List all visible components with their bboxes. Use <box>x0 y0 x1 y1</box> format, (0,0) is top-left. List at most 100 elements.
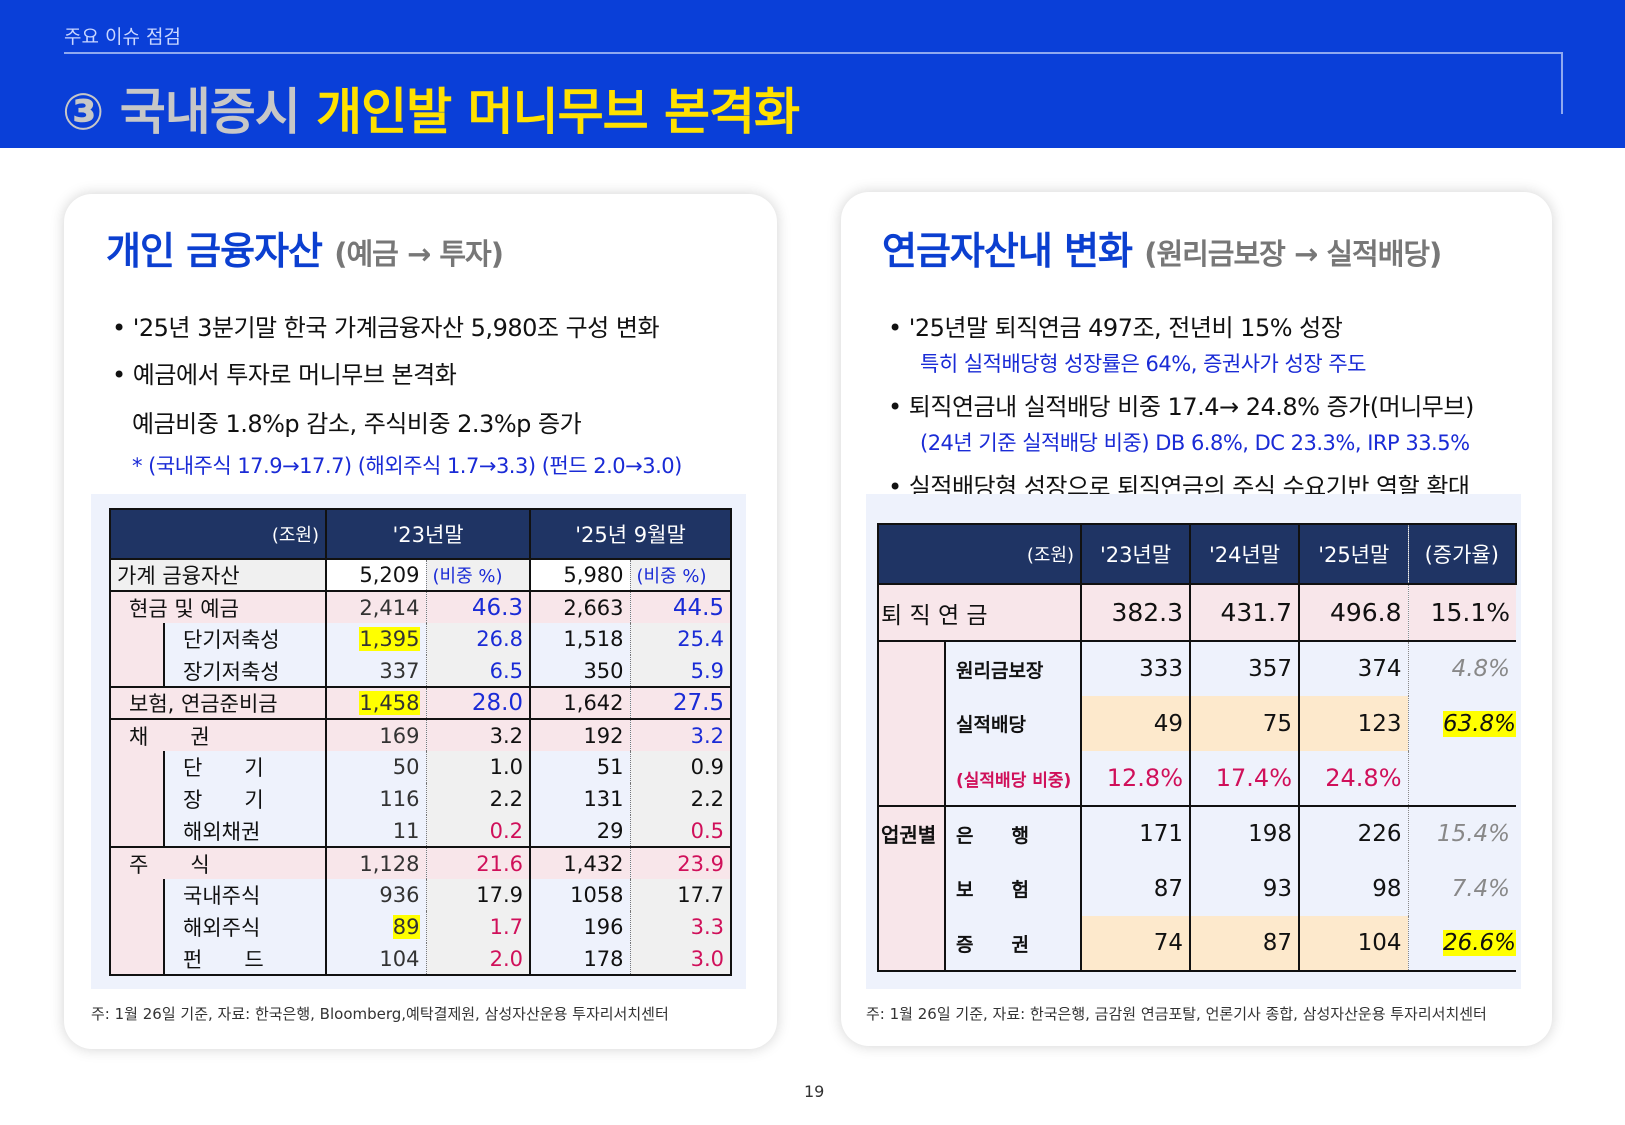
bullet-note: * (국내주식 17.9→17.7) (해외주식 1.7→3.3) (펀드 2.… <box>132 454 682 478</box>
table-cell: 24.8% <box>1299 751 1409 806</box>
table-row: 증 권 74 87 104 26.6% <box>878 916 1517 971</box>
table-row: 주 식 1,128 21.6 1,432 23.9 <box>108 847 733 879</box>
table-cell: 0.5 <box>629 815 733 847</box>
table-cell: 123 <box>1299 696 1409 751</box>
row-label: 은 행 <box>945 806 1083 861</box>
table-row: 현금 및 예금 2,414 46.3 2,663 44.5 <box>108 591 733 623</box>
card-heading: 개인 금융자산 (예금 → 투자) <box>106 229 504 273</box>
table-cell: 171 <box>1081 806 1192 861</box>
pension-table: (조원) '23년말 '24년말 '25년말 (증가율) 퇴 직 연 금 382.… <box>876 523 1517 972</box>
indent-cell <box>109 655 165 687</box>
table-cell: 357 <box>1190 641 1301 696</box>
table-row: 단기저축성 1,395 26.8 1,518 25.4 <box>109 623 733 655</box>
table-row: 채 권 169 3.2 192 3.2 <box>108 719 733 751</box>
table-row: 실적배당 49 75 123 63.8% <box>878 696 1517 751</box>
table-cell: 226 <box>1299 806 1409 861</box>
table-cell: 87 <box>1190 916 1301 971</box>
table-cell: 93 <box>1190 861 1301 916</box>
table-cell: 196 <box>529 911 631 943</box>
row-label: 현금 및 예금 <box>108 591 328 623</box>
table-cell: 104 <box>379 946 420 971</box>
row-label: 보험, 연금준비금 <box>108 687 328 719</box>
table-cell: 44.5 <box>629 591 733 623</box>
col-header: '25년 9월말 <box>530 509 732 559</box>
row-label: 펀 드 <box>164 943 328 975</box>
table-cell: 178 <box>529 943 631 975</box>
bullet: • '25년 3분기말 한국 가계금융자산 5,980조 구성 변화 <box>112 314 660 342</box>
table-cell: 131 <box>529 783 631 815</box>
table-cell: 21.6 <box>425 847 531 879</box>
table-cell: 333 <box>1081 641 1192 696</box>
table-cell: 15.1% <box>1430 598 1511 627</box>
indent-cell <box>877 641 946 806</box>
table-row: 장 기 116 2.2 131 2.2 <box>109 783 733 815</box>
table-cell: 5,209 <box>326 559 427 591</box>
table-cell: 25.4 <box>629 623 733 655</box>
unit-label: (조원) <box>878 524 1083 584</box>
indent-cell <box>109 751 165 783</box>
table-cell: 116 <box>379 787 420 811</box>
table-row: 가계 금융자산 5,209 (비중 %) 5,980 (비중 %) <box>108 559 732 591</box>
table-cell: 2.2 <box>425 783 531 815</box>
row-label: 가계 금융자산 <box>108 559 328 591</box>
row-label: 증 권 <box>945 916 1083 971</box>
divider <box>1561 52 1563 114</box>
indent-cell <box>109 911 165 943</box>
table-cell: 46.3 <box>425 591 531 623</box>
table-cell: 17.7 <box>629 879 733 911</box>
header-band <box>0 0 1625 148</box>
table-cell: 15.4% <box>1436 821 1511 847</box>
table-cell: 2.2 <box>629 783 733 815</box>
table-row: 해외주식 89 1.7 196 3.3 <box>109 911 733 943</box>
footnote: 주: 1월 26일 기준, 자료: 한국은행, 금감원 연금포탈, 언론기사 종… <box>866 1005 1487 1023</box>
table-cell: 337 <box>379 658 420 683</box>
group-label: 업권별 <box>877 806 946 971</box>
table-cell: 431.7 <box>1190 584 1301 641</box>
row-label: 국내주식 <box>164 879 328 911</box>
row-label: 원리금보장 <box>945 641 1083 696</box>
row-label: 단기저축성 <box>164 623 328 655</box>
bullet: 예금비중 1.8%p 감소, 주식비중 2.3%p 증가 <box>132 410 582 438</box>
table-row: 장기저축성 337 6.5 350 5.9 <box>109 655 733 687</box>
table-row: (실적배당 비중) 12.8% 17.4% 24.8% <box>878 751 1516 806</box>
row-label: (실적배당 비중) <box>945 751 1083 806</box>
col-header: (증가율) <box>1408 524 1517 584</box>
table-row: 보험, 연금준비금 1,458 28.0 1,642 27.5 <box>108 687 733 719</box>
table-cell: 382.3 <box>1081 584 1192 641</box>
table-cell: 6.5 <box>425 655 531 687</box>
col-header: '24년말 <box>1190 524 1301 584</box>
footnote: 주: 1월 26일 기준, 자료: 한국은행, Bloomberg,예탁결제원,… <box>91 1005 669 1023</box>
table-cell: 29 <box>529 815 631 847</box>
table-cell: 2,663 <box>529 591 631 623</box>
table-cell: 2.0 <box>425 943 531 975</box>
table-cell: 51 <box>529 751 631 783</box>
bullet: • '25년말 퇴직연금 497조, 전년비 15% 성장 <box>888 314 1343 342</box>
col-header: '25년말 <box>1299 524 1409 584</box>
table-cell: 198 <box>1190 806 1301 861</box>
col-header: '23년말 <box>1081 524 1192 584</box>
table-cell: 936 <box>379 883 420 907</box>
card-heading: 연금자산내 변화 (원리금보장 → 실적배당) <box>882 229 1442 273</box>
table-cell: 5.9 <box>629 655 733 687</box>
indent-cell <box>109 623 165 655</box>
row-label: 주 식 <box>108 847 328 879</box>
bullet: • 예금에서 투자로 머니무브 본격화 <box>112 361 457 389</box>
table-cell: 28.0 <box>425 687 531 719</box>
table-cell: 4.8% <box>1451 656 1511 682</box>
table-cell: 17.9 <box>425 879 531 911</box>
table-cell: 12.8% <box>1081 751 1192 806</box>
row-label: 해외주식 <box>164 911 328 943</box>
table-cell: 26.6% <box>1442 930 1517 956</box>
row-label: 해외채권 <box>164 815 328 847</box>
household-assets-table: (조원) '23년말 '25년 9월말 가계 금융자산 5,209 (비중 %) … <box>108 508 733 976</box>
row-label: 채 권 <box>108 719 328 751</box>
divider <box>64 52 1562 54</box>
table-cell: 5,980 <box>529 559 631 591</box>
bullet-note: (24년 기준 실적배당 비중) DB 6.8%, DC 23.3%, IRP … <box>920 431 1470 455</box>
col-header: '23년말 <box>326 509 532 559</box>
table-cell: 49 <box>1081 696 1192 751</box>
page-number: 19 <box>804 1082 825 1101</box>
table-cell: 89 <box>392 915 420 939</box>
table-cell: 11 <box>392 818 420 843</box>
bullet: • 퇴직연금내 실적배당 비중 17.4→ 24.8% 증가(머니무브) <box>888 393 1474 421</box>
